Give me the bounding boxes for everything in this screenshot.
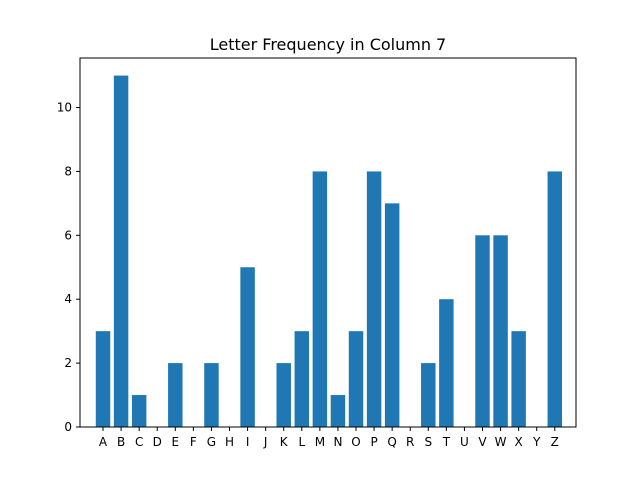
y-tick-label-0: 0 — [64, 420, 72, 434]
bar-C — [131, 395, 147, 427]
x-tick-label-Z: Z — [551, 435, 559, 449]
bar-E — [168, 363, 183, 427]
x-tick-label-J: J — [263, 435, 268, 449]
x-tick-label-E: E — [172, 435, 180, 449]
bar-G — [204, 363, 219, 427]
bar-B — [113, 75, 129, 427]
x-tick-label-U: U — [460, 435, 469, 449]
x-tick-label-M: M — [315, 435, 325, 449]
y-tick-label-8: 8 — [64, 164, 72, 178]
chart-title: Letter Frequency in Column 7 — [210, 35, 446, 54]
x-tick-label-V: V — [478, 435, 487, 449]
x-tick-label-I: I — [246, 435, 250, 449]
x-tick-label-G: G — [207, 435, 216, 449]
x-tick-label-O: O — [351, 435, 360, 449]
x-tick-label-K: K — [280, 435, 289, 449]
y-tick-label-6: 6 — [64, 228, 72, 242]
x-tick-label-X: X — [515, 435, 523, 449]
bar-P — [366, 171, 382, 427]
x-tick-label-Q: Q — [387, 435, 396, 449]
bar-S — [421, 363, 436, 427]
x-tick-label-P: P — [370, 435, 377, 449]
y-tick-label-10: 10 — [57, 101, 72, 115]
y-tick-label-2: 2 — [64, 356, 72, 370]
x-tick-label-C: C — [135, 435, 143, 449]
x-tick-label-W: W — [495, 435, 507, 449]
x-tick-label-T: T — [442, 435, 451, 449]
y-tick-label-4: 4 — [64, 292, 72, 306]
bar-K — [276, 363, 291, 427]
x-tick-label-S: S — [424, 435, 432, 449]
axes-frame — [79, 57, 577, 428]
bar-V — [475, 235, 490, 427]
x-tick-label-H: H — [225, 435, 234, 449]
bar-A — [95, 331, 111, 427]
bar-M — [312, 171, 328, 427]
x-tick-label-D: D — [153, 435, 162, 449]
bar-L — [294, 331, 310, 427]
axes-layer — [79, 57, 577, 428]
bar-Q — [384, 203, 400, 427]
bar-W — [493, 235, 508, 427]
bar-I — [240, 267, 255, 427]
x-tick-label-N: N — [333, 435, 342, 449]
bar-N — [330, 395, 346, 427]
bar-T — [439, 299, 454, 427]
ticks-layer: A B C D E F G H I J K L M N O P Q R S T U V W X Y Z 0 2 4 6 8 10 — [57, 101, 559, 449]
x-tick-label-A: A — [99, 435, 108, 449]
x-tick-label-B: B — [117, 435, 125, 449]
bar-O — [348, 331, 364, 427]
bar-X — [511, 331, 526, 427]
x-tick-label-Y: Y — [532, 435, 541, 449]
x-tick-label-R: R — [406, 435, 414, 449]
x-tick-label-F: F — [190, 435, 197, 449]
bars-layer — [95, 75, 563, 427]
x-tick-label-L: L — [298, 435, 305, 449]
bar-Z — [547, 171, 563, 427]
